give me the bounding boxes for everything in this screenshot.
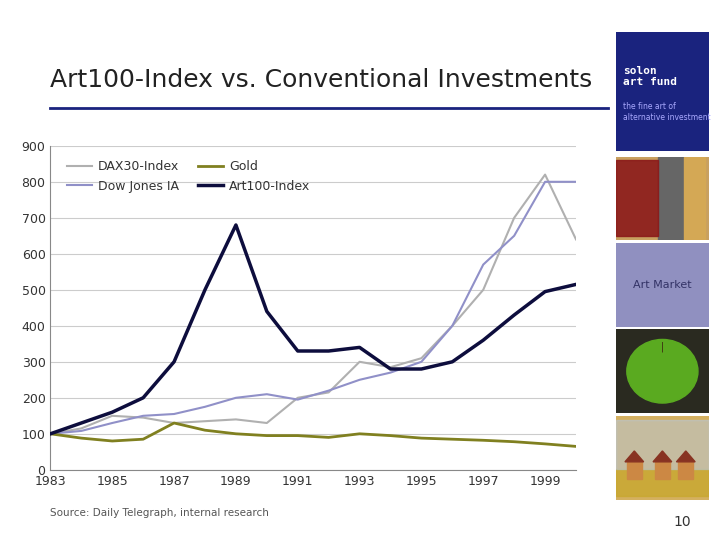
Text: the fine art of
alternative investment: the fine art of alternative investment xyxy=(623,102,711,122)
Legend: DAX30-Index, Dow Jones IA, Gold, Art100-Index: DAX30-Index, Dow Jones IA, Gold, Art100-… xyxy=(62,156,315,198)
Bar xyxy=(678,462,693,478)
Text: solon
art fund: solon art fund xyxy=(623,66,677,87)
Bar xyxy=(658,157,684,240)
Polygon shape xyxy=(677,451,696,462)
Text: 10: 10 xyxy=(674,515,691,529)
Bar xyxy=(620,157,658,240)
Polygon shape xyxy=(653,451,672,462)
Text: Art Market: Art Market xyxy=(633,280,692,290)
Text: |: | xyxy=(661,342,664,353)
Bar xyxy=(684,157,705,240)
Polygon shape xyxy=(625,451,644,462)
Bar xyxy=(655,462,670,478)
Bar xyxy=(616,469,709,496)
Circle shape xyxy=(627,340,698,403)
Text: Art100-Index vs. Conventional Investments: Art100-Index vs. Conventional Investment… xyxy=(50,68,593,92)
Bar xyxy=(616,420,709,469)
Text: Source: Daily Telegraph, internal research: Source: Daily Telegraph, internal resear… xyxy=(50,508,269,518)
Bar xyxy=(616,160,658,237)
Bar xyxy=(627,462,642,478)
